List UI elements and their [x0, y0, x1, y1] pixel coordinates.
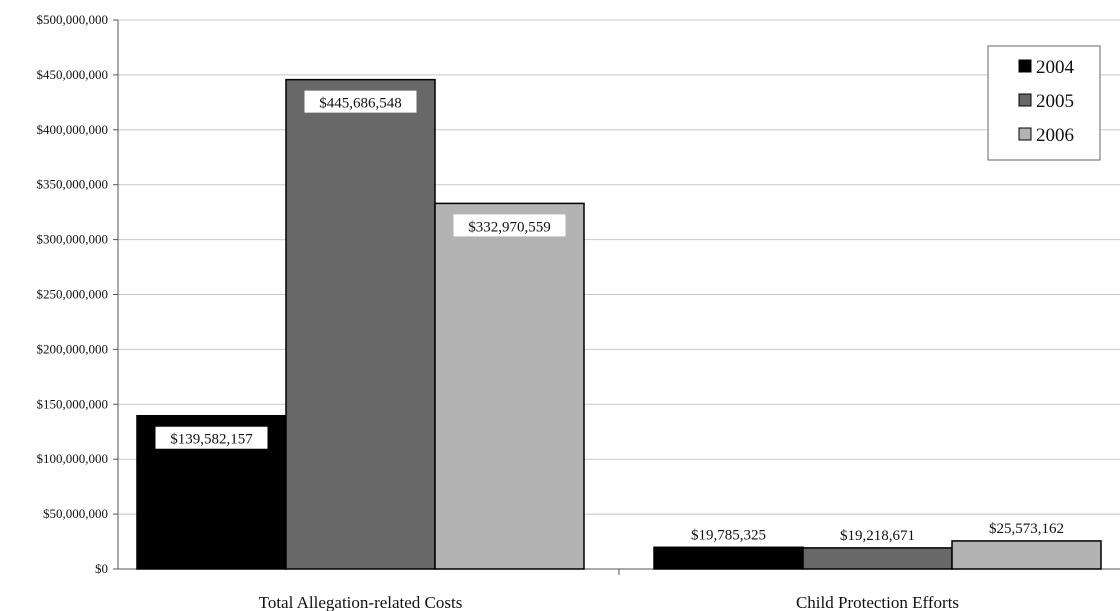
- y-tick-label: $100,000,000: [37, 451, 109, 466]
- data-label: $19,218,671: [840, 528, 915, 544]
- axes: $0 $50,000,000 $100,000,000 $150,000,000 $20…: [37, 12, 1120, 611]
- y-tick-label: $500,000,000: [37, 12, 109, 27]
- y-tick-label: $200,000,000: [37, 341, 109, 356]
- legend-label: 2006: [1036, 125, 1074, 146]
- y-tick-label: $300,000,000: [37, 232, 109, 247]
- y-tick-label: $50,000,000: [43, 506, 108, 521]
- data-labels: $139,582,157 $445,686,548 $332,970,559 $19,…: [155, 90, 1064, 544]
- legend-label: 2005: [1036, 91, 1074, 112]
- bar-2005: [802, 547, 953, 570]
- y-tick-label: $250,000,000: [37, 287, 109, 302]
- data-label: $445,686,548: [319, 96, 402, 112]
- legend: 2004 2005 2006: [987, 45, 1101, 161]
- data-label-background: [304, 90, 417, 113]
- legend-swatch: [1018, 59, 1032, 73]
- data-label: $332,970,559: [468, 219, 551, 235]
- data-label-background: [453, 214, 566, 237]
- data-label: $139,582,157: [170, 432, 253, 448]
- x-category-label: Total Allegation-related Costs: [259, 593, 463, 611]
- y-tick-label: $150,000,000: [37, 396, 109, 411]
- x-category-label: Child Protection Efforts: [796, 593, 959, 611]
- y-tick-label: $0: [95, 561, 108, 576]
- bar-2006: [951, 540, 1102, 570]
- y-tick-label: $400,000,000: [37, 122, 109, 137]
- y-tick-label: $350,000,000: [37, 177, 109, 192]
- data-label-background: [155, 426, 268, 449]
- legend-swatch: [1018, 127, 1032, 141]
- bar-2006: [434, 202, 585, 570]
- y-tick-label: $450,000,000: [37, 67, 109, 82]
- data-label: $25,573,162: [989, 521, 1064, 537]
- bar-2004: [653, 546, 804, 570]
- data-label: $19,785,325: [691, 527, 766, 543]
- legend-box: [987, 45, 1101, 161]
- bar-2005: [285, 78, 436, 570]
- legend-swatch: [1018, 93, 1032, 107]
- bars: [136, 78, 1102, 570]
- legend-label: 2004: [1036, 57, 1075, 78]
